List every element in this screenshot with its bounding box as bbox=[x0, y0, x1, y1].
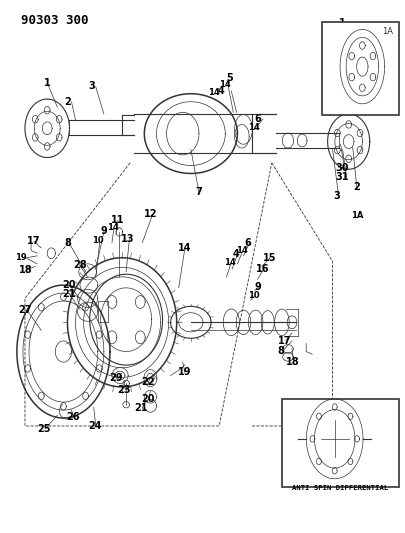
Text: 18: 18 bbox=[19, 265, 32, 274]
Text: 6: 6 bbox=[254, 114, 260, 124]
Text: 31: 31 bbox=[335, 172, 348, 182]
Text: 17: 17 bbox=[27, 236, 40, 246]
Text: 11: 11 bbox=[111, 215, 124, 225]
Text: 2: 2 bbox=[64, 96, 70, 107]
Text: 4: 4 bbox=[217, 86, 224, 96]
Text: 21: 21 bbox=[134, 403, 148, 414]
Text: ANTI SPIN DIFFERENTIAL: ANTI SPIN DIFFERENTIAL bbox=[292, 486, 388, 491]
Text: 15: 15 bbox=[262, 253, 276, 263]
Text: 27: 27 bbox=[18, 305, 32, 315]
Text: 22: 22 bbox=[141, 377, 154, 387]
Text: 7: 7 bbox=[195, 187, 202, 197]
Text: 32: 32 bbox=[375, 466, 389, 476]
Text: 1A: 1A bbox=[381, 27, 392, 36]
Text: 1: 1 bbox=[339, 18, 345, 28]
Text: 10: 10 bbox=[92, 236, 103, 245]
Text: 9: 9 bbox=[100, 227, 107, 237]
Text: 1A: 1A bbox=[366, 35, 378, 44]
Text: 9: 9 bbox=[254, 282, 260, 292]
Text: 3: 3 bbox=[333, 191, 339, 201]
Text: 23: 23 bbox=[117, 385, 130, 395]
Text: 21: 21 bbox=[62, 288, 75, 298]
Text: 26: 26 bbox=[66, 412, 79, 422]
Text: 18: 18 bbox=[285, 357, 299, 367]
Text: 14: 14 bbox=[107, 223, 119, 232]
Text: 20: 20 bbox=[62, 280, 75, 289]
Text: 1A: 1A bbox=[350, 212, 362, 221]
Text: 10: 10 bbox=[247, 291, 259, 300]
Text: 19: 19 bbox=[15, 254, 26, 262]
Text: 8: 8 bbox=[64, 238, 71, 247]
Text: 14: 14 bbox=[207, 87, 219, 96]
Text: 8: 8 bbox=[277, 346, 284, 356]
Text: 1: 1 bbox=[44, 78, 51, 88]
Text: 30: 30 bbox=[335, 163, 348, 173]
Bar bbox=[281, 399, 398, 487]
Text: 12: 12 bbox=[143, 209, 157, 220]
Text: 14: 14 bbox=[219, 79, 230, 88]
Text: 14: 14 bbox=[224, 258, 235, 266]
Text: 16: 16 bbox=[256, 264, 269, 274]
Text: 24: 24 bbox=[87, 421, 101, 431]
Text: 19: 19 bbox=[178, 367, 191, 377]
Text: 4: 4 bbox=[232, 249, 239, 259]
Text: 14: 14 bbox=[178, 244, 191, 253]
Text: 6: 6 bbox=[243, 238, 250, 247]
Text: 13: 13 bbox=[121, 234, 134, 244]
Text: 29: 29 bbox=[109, 373, 122, 383]
Text: 14: 14 bbox=[235, 246, 247, 255]
Text: 25: 25 bbox=[38, 424, 51, 434]
Text: 20: 20 bbox=[141, 394, 154, 405]
Text: 5: 5 bbox=[225, 73, 232, 83]
Text: 17: 17 bbox=[278, 336, 291, 346]
Text: 14: 14 bbox=[247, 123, 259, 132]
Text: 2: 2 bbox=[352, 182, 359, 192]
Text: 28: 28 bbox=[72, 260, 86, 270]
Bar bbox=[322, 22, 398, 115]
Text: 90303 300: 90303 300 bbox=[21, 14, 88, 27]
Text: 3: 3 bbox=[88, 81, 95, 91]
